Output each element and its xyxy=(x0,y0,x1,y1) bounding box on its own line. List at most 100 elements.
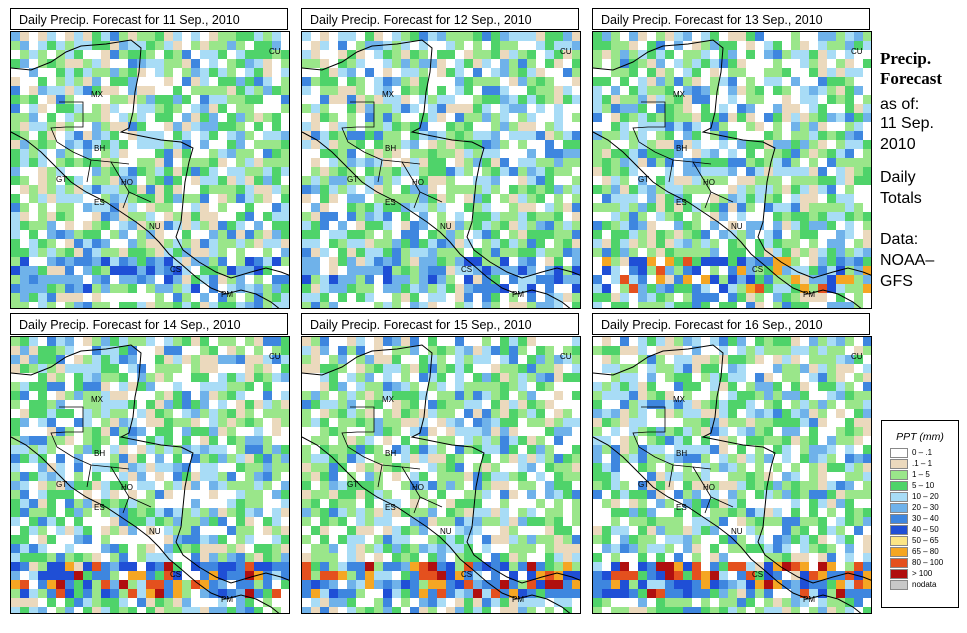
precip-cell xyxy=(437,598,446,607)
precip-cell xyxy=(56,239,65,248)
precip-cell xyxy=(356,346,365,355)
precip-cell xyxy=(719,176,728,185)
precip-cell xyxy=(302,562,311,571)
precip-cell xyxy=(356,517,365,526)
precip-cell xyxy=(338,544,347,553)
precip-cell xyxy=(656,194,665,203)
precip-cell xyxy=(572,571,580,580)
precip-cell xyxy=(245,355,254,364)
precip-cell xyxy=(20,355,29,364)
precip-cell xyxy=(47,203,56,212)
precip-cell xyxy=(455,355,464,364)
precip-cell xyxy=(254,77,263,86)
precip-cell xyxy=(527,77,536,86)
precip-cell xyxy=(164,517,173,526)
precip-cell xyxy=(665,50,674,59)
precip-cell xyxy=(401,41,410,50)
precip-cell xyxy=(455,77,464,86)
precip-cell xyxy=(629,284,638,293)
precip-cell xyxy=(209,400,218,409)
precip-cell xyxy=(245,266,254,275)
precip-cell xyxy=(347,400,356,409)
precip-cell xyxy=(74,230,83,239)
precip-cell xyxy=(437,95,446,104)
precip-cell xyxy=(92,535,101,544)
precip-cell xyxy=(464,41,473,50)
precip-cell xyxy=(845,302,854,308)
precip-cell xyxy=(392,508,401,517)
precip-cell xyxy=(191,140,200,149)
precip-cell xyxy=(674,113,683,122)
precip-cell xyxy=(191,68,200,77)
precip-cell xyxy=(338,104,347,113)
precip-cell xyxy=(11,598,20,607)
precip-cell xyxy=(563,544,572,553)
precip-cell xyxy=(218,113,227,122)
precip-cell xyxy=(545,553,554,562)
precip-cell xyxy=(200,185,209,194)
precip-cell xyxy=(854,221,863,230)
precip-cell xyxy=(773,68,782,77)
precip-cell xyxy=(809,203,818,212)
precip-cell xyxy=(527,427,536,436)
precip-cell xyxy=(647,185,656,194)
precip-cell xyxy=(845,32,854,41)
precip-cell xyxy=(137,517,146,526)
precip-cell xyxy=(437,346,446,355)
precip-cell xyxy=(518,382,527,391)
precip-cell xyxy=(56,203,65,212)
precip-cell xyxy=(620,113,629,122)
precip-cell xyxy=(419,41,428,50)
precip-cell xyxy=(311,167,320,176)
precip-cell xyxy=(29,589,38,598)
precip-cell xyxy=(29,463,38,472)
precip-cell xyxy=(419,257,428,266)
precip-cell xyxy=(200,526,209,535)
precip-cell xyxy=(374,364,383,373)
precip-cell xyxy=(173,580,182,589)
precip-cell xyxy=(554,481,563,490)
precip-cell xyxy=(92,445,101,454)
precip-cell xyxy=(518,427,527,436)
precip-cell xyxy=(374,302,383,308)
precip-cell xyxy=(419,194,428,203)
precip-cell xyxy=(401,382,410,391)
precip-cell xyxy=(356,203,365,212)
precip-cell xyxy=(545,221,554,230)
forecast-panel-sep15: Daily Precip. Forecast for 15 Sep., 2010… xyxy=(301,313,581,614)
precip-cell xyxy=(338,436,347,445)
precip-cell xyxy=(302,409,311,418)
precip-cell xyxy=(227,454,236,463)
precip-cell xyxy=(473,293,482,302)
precip-cell xyxy=(464,68,473,77)
precip-cell xyxy=(311,400,320,409)
precip-cell xyxy=(572,427,580,436)
precip-cell xyxy=(38,266,47,275)
precip-cell xyxy=(209,490,218,499)
precip-cell xyxy=(755,86,764,95)
precip-cell xyxy=(536,158,545,167)
precip-cell xyxy=(218,445,227,454)
precip-cell xyxy=(191,436,200,445)
precip-cell xyxy=(563,194,572,203)
precip-cell xyxy=(527,68,536,77)
precip-cell xyxy=(392,463,401,472)
precip-cell xyxy=(464,391,473,400)
precip-cell xyxy=(437,571,446,580)
precip-cell xyxy=(320,149,329,158)
precip-cell xyxy=(338,167,347,176)
precip-cell xyxy=(218,454,227,463)
precip-cell xyxy=(491,580,500,589)
precip-cell xyxy=(110,337,119,346)
precip-cell xyxy=(473,337,482,346)
precip-cell xyxy=(65,445,74,454)
precip-cell xyxy=(536,562,545,571)
precip-cell xyxy=(74,517,83,526)
precip-cell xyxy=(665,257,674,266)
precip-cell xyxy=(491,50,500,59)
precip-cell xyxy=(755,230,764,239)
precip-cell xyxy=(119,481,128,490)
precip-cell xyxy=(365,508,374,517)
precip-cell xyxy=(791,68,800,77)
precip-cell xyxy=(809,176,818,185)
